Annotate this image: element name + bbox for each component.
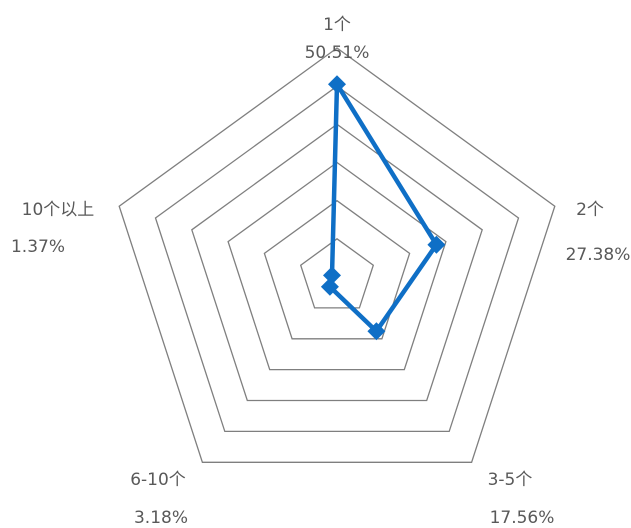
- category-label-1: 1个: [323, 15, 351, 35]
- value-label-4: 3.18%: [134, 508, 188, 528]
- data-point-1: [328, 75, 346, 94]
- grid-ring-1: [299, 237, 375, 309]
- radar-series: [320, 75, 446, 341]
- value-label-3: 17.56%: [490, 508, 555, 528]
- grid-ring-4: [191, 123, 483, 402]
- category-label-3: 3-5个: [488, 470, 533, 490]
- value-label-5: 1.37%: [11, 237, 65, 257]
- grid-ring-2: [263, 199, 411, 340]
- category-label-5: 10个以上: [22, 200, 95, 220]
- value-label-2: 27.38%: [566, 245, 631, 265]
- series-line: [327, 81, 439, 334]
- value-label-1: 50.51%: [305, 43, 370, 63]
- data-point-5: [323, 266, 341, 285]
- grid-ring-5: [154, 85, 520, 433]
- data-point-4: [320, 277, 339, 296]
- data-point-2: [427, 235, 446, 254]
- radar-labels: 1个 50.51% 2个 27.38% 3-5个 17.56% 6-10个 3.18% 10个以…: [11, 15, 630, 528]
- grid-ring-6: [118, 47, 556, 463]
- data-point-3: [367, 322, 386, 341]
- category-label-2: 2个: [576, 200, 604, 220]
- category-label-4: 6-10个: [130, 470, 186, 490]
